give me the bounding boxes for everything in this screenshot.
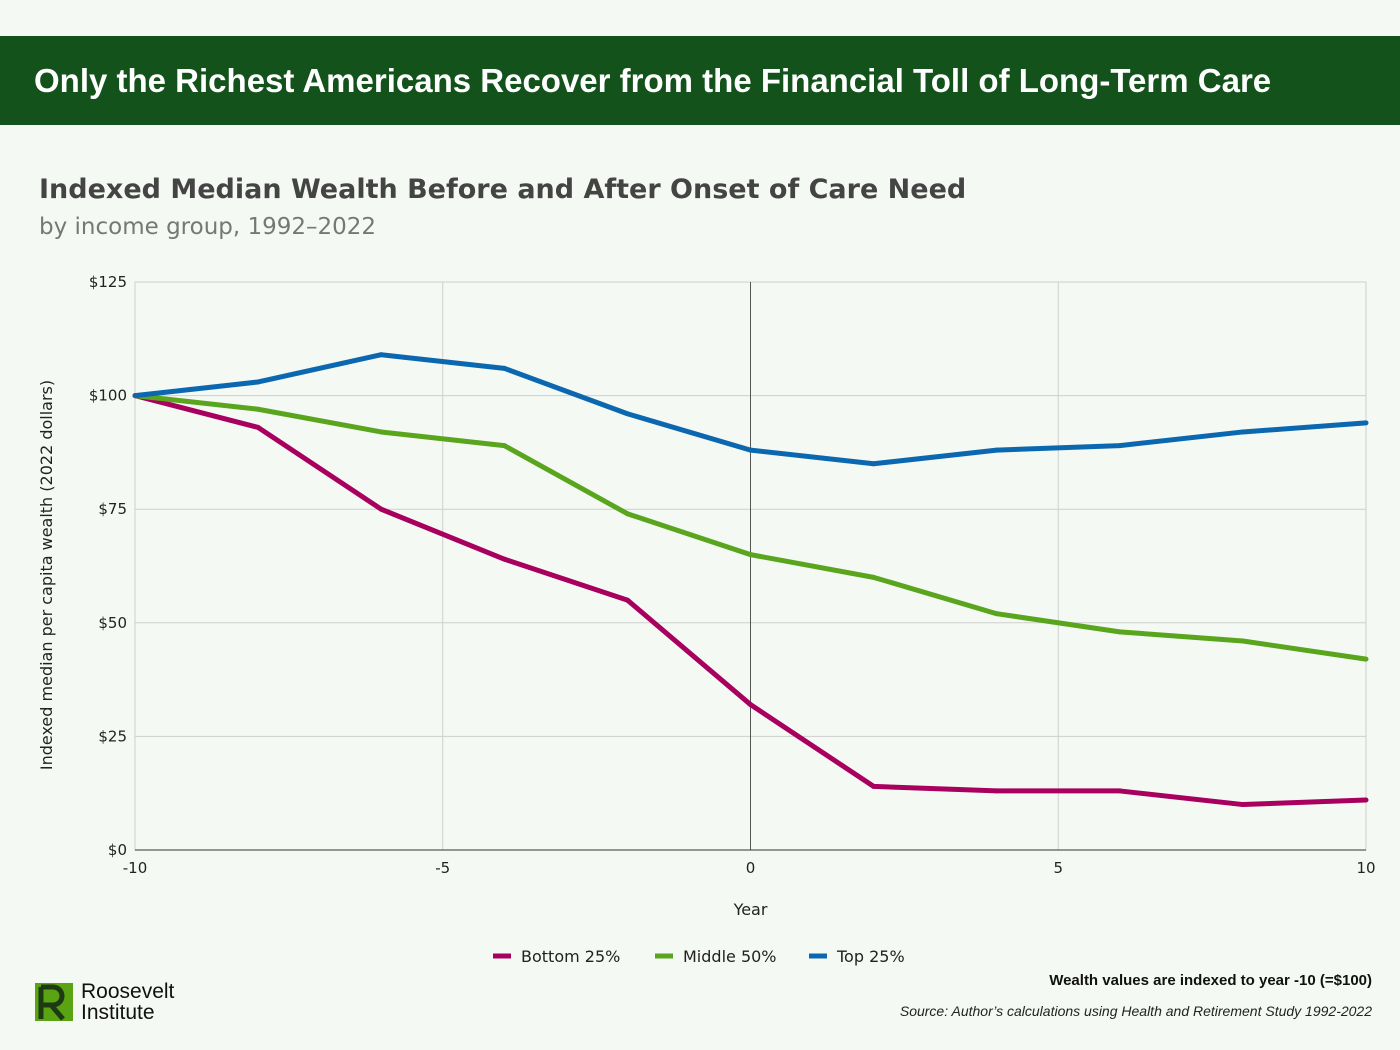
data-point [501, 365, 507, 371]
x-tick-label: -5 [435, 859, 450, 877]
data-point [871, 574, 877, 580]
data-point [1117, 788, 1123, 794]
data-point [871, 783, 877, 789]
data-point [748, 552, 753, 558]
data-point [378, 506, 384, 512]
legend-label: Top 25% [836, 947, 905, 966]
data-point [1117, 629, 1123, 635]
x-tick-label: 5 [1053, 859, 1063, 877]
index-note: Wealth values are indexed to year -10 (=… [1049, 972, 1372, 989]
data-point [994, 447, 1000, 453]
data-point [132, 393, 138, 399]
y-tick-label: $100 [89, 387, 127, 405]
data-point [624, 511, 630, 517]
logo-line1: Roosevelt [81, 980, 175, 1003]
x-tick-label: -10 [123, 859, 148, 877]
data-point [994, 611, 1000, 617]
y-tick-label: $125 [89, 273, 127, 291]
data-point [748, 447, 753, 453]
data-point [255, 424, 261, 430]
data-point [1240, 802, 1246, 808]
data-point [1117, 443, 1123, 449]
data-point [1363, 420, 1369, 426]
data-point [871, 461, 877, 467]
y-axis-label: Indexed median per capita wealth (2022 d… [37, 380, 56, 770]
data-point [378, 429, 384, 435]
legend-label: Bottom 25% [521, 947, 620, 966]
data-point [501, 556, 507, 562]
y-tick-label: $50 [98, 614, 127, 632]
data-point [624, 411, 630, 417]
data-point [624, 597, 630, 603]
logo-line2: Institute [81, 1001, 155, 1024]
roosevelt-logo-icon [35, 983, 73, 1021]
chart-title: Indexed Median Wealth Before and After O… [39, 174, 967, 205]
data-point [1240, 429, 1246, 435]
data-point [255, 379, 261, 385]
source-note: Source: Author’s calculations using Heal… [899, 1003, 1372, 1019]
x-axis-label: Year [733, 900, 768, 919]
data-point [501, 443, 507, 449]
x-tick-label: 0 [746, 859, 756, 877]
data-point [994, 788, 1000, 794]
y-tick-label: $75 [98, 500, 127, 518]
data-point [1240, 638, 1246, 644]
x-tick-label: 10 [1356, 859, 1375, 877]
data-point [1363, 797, 1369, 803]
logo-text: Roosevelt Institute [81, 981, 174, 1023]
y-tick-label: $25 [98, 727, 127, 745]
legend-label: Middle 50% [683, 947, 777, 966]
data-point [378, 352, 384, 358]
data-point [748, 702, 753, 708]
banner-title: Only the Richest Americans Recover from … [0, 36, 1400, 125]
chart-subtitle: by income group, 1992–2022 [39, 214, 377, 240]
data-point [255, 406, 261, 412]
y-tick-label: $0 [108, 841, 127, 859]
data-point [1363, 656, 1369, 662]
